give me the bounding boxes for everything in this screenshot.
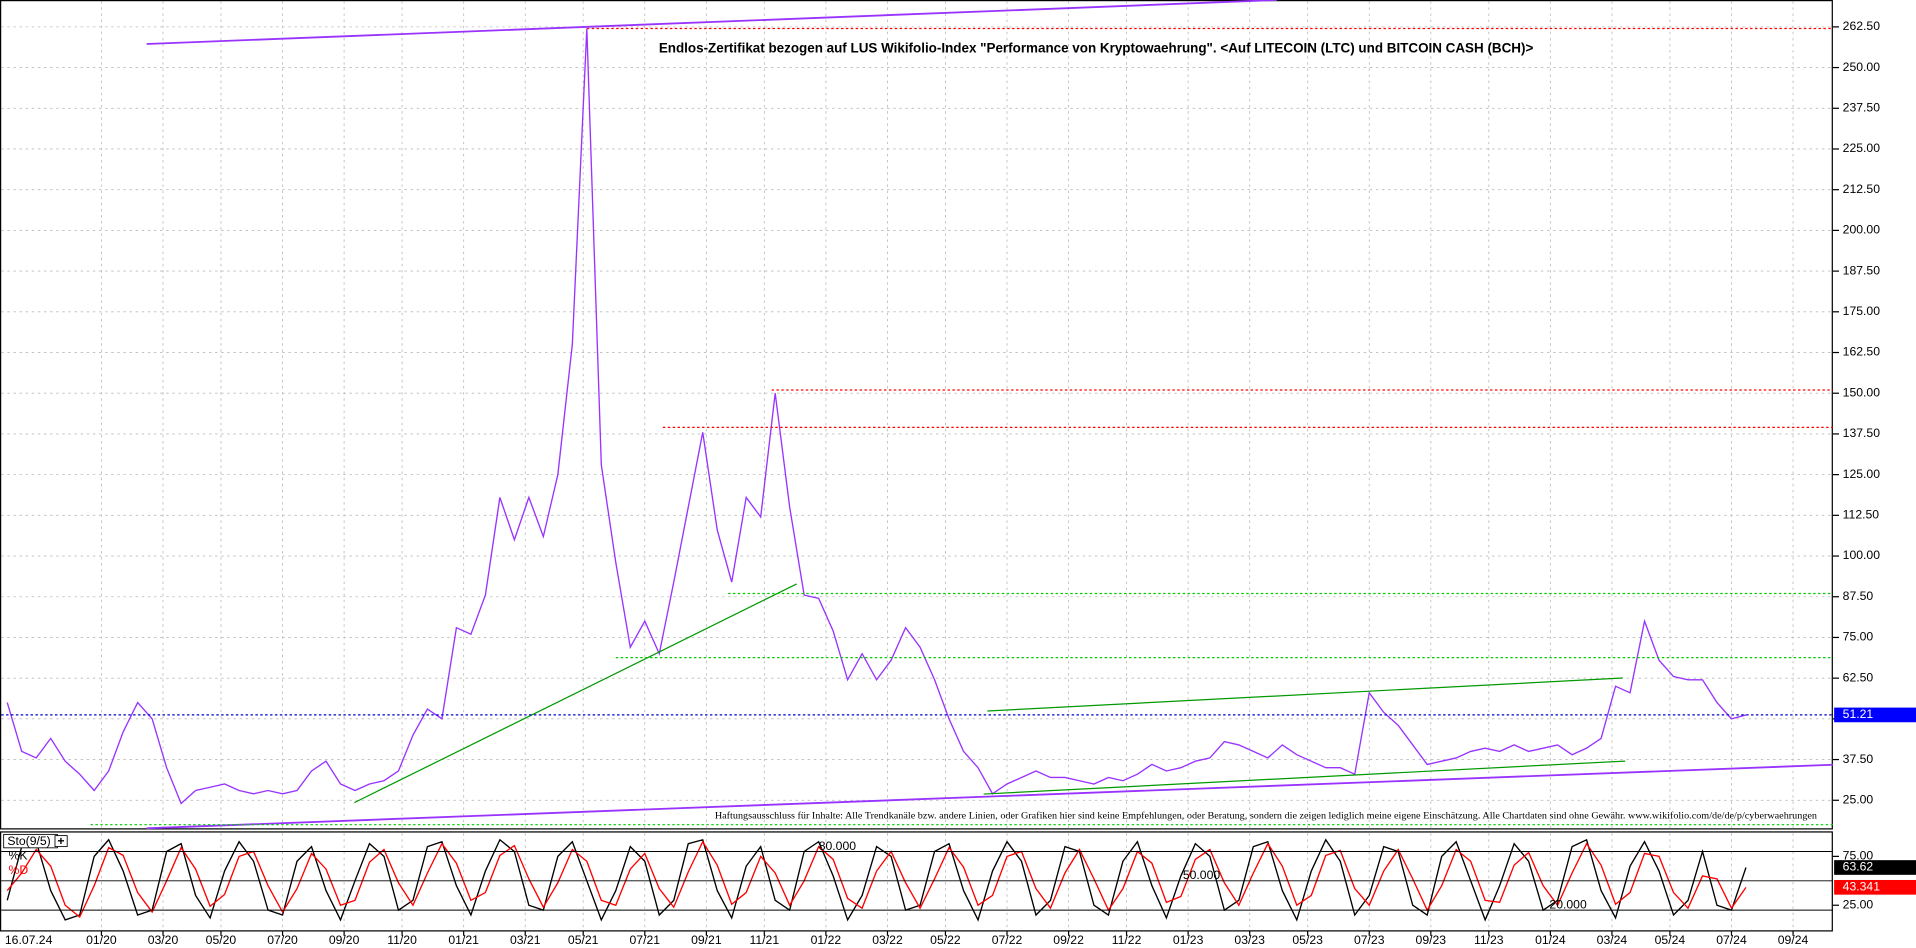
y-tick-label: 212.50 — [1843, 182, 1881, 196]
x-tick-label: 11/20 — [387, 933, 417, 947]
level-label: 20.000 — [1549, 897, 1587, 911]
y-tick-label: 225.00 — [1843, 141, 1881, 155]
x-tick-label: 05/22 — [930, 933, 961, 947]
grid — [1, 1, 1833, 930]
trend-line — [983, 760, 1626, 795]
x-tick-label: 11/22 — [1112, 933, 1142, 947]
data-line — [6, 28, 1747, 805]
y-tick-label: 75.00 — [1843, 849, 1874, 863]
y-tick-label: 112.50 — [1843, 508, 1880, 522]
last-value-label: 51.21 — [1843, 707, 1874, 721]
legend-entry: %K — [9, 849, 28, 863]
legend-entry: %D — [9, 863, 29, 877]
x-tick-label: 03/21 — [510, 933, 541, 947]
x-tick-label: 09/23 — [1416, 933, 1447, 947]
marks — [6, 28, 1747, 922]
y-tick-label: 100.00 — [1843, 548, 1881, 562]
x-tick-label: 03/24 — [1597, 933, 1628, 947]
trend-line — [146, 0, 1277, 45]
x-tick-label: 05/21 — [568, 933, 599, 947]
x-tick-label: 01/24 — [1535, 933, 1566, 947]
trend-line — [146, 763, 1833, 830]
y-tick-label: 25.00 — [1843, 792, 1874, 806]
y-tick-label: 137.50 — [1843, 426, 1881, 440]
x-tick-label: 03/20 — [148, 933, 179, 947]
chart-title: Endlos-Zertifikat bezogen auf LUS Wikifo… — [659, 40, 1534, 55]
trend-line — [987, 677, 1623, 712]
y-tick-label: 75.00 — [1843, 630, 1874, 644]
x-tick-label: 01/23 — [1173, 933, 1204, 947]
data-line — [6, 840, 1747, 919]
x-tick-label: 07/21 — [630, 933, 661, 947]
y-tick-label: 175.00 — [1843, 304, 1881, 318]
last-value-box — [1834, 707, 1916, 723]
x-tick-label: 09/24 — [1778, 933, 1809, 947]
y-tick-label: 237.50 — [1843, 100, 1881, 114]
last-value-box — [1834, 860, 1916, 875]
indicator-title: Sto(9/5) — [7, 834, 50, 848]
x-tick-label: 03/22 — [872, 933, 903, 947]
y-tick-label: 125.00 — [1843, 467, 1881, 481]
x-tick-label: 11/21 — [749, 933, 779, 947]
y-tick-label: 62.50 — [1843, 670, 1874, 684]
y-tick-label: 162.50 — [1843, 345, 1881, 359]
expand-icon[interactable]: + — [57, 834, 64, 848]
x-tick-label: 01/22 — [811, 933, 842, 947]
level-label: 50.000 — [1183, 868, 1221, 882]
x-tick-label: 07/23 — [1354, 933, 1385, 947]
x-tick-label: 01/21 — [448, 933, 479, 947]
x-tick-label: 05/20 — [206, 933, 237, 947]
x-tick-label: 07/22 — [992, 933, 1023, 947]
x-tick-label: 05/24 — [1655, 933, 1686, 947]
y-tick-label: 87.50 — [1843, 589, 1874, 603]
x-tick-label: 03/23 — [1234, 933, 1265, 947]
x-tick-label: 07/20 — [267, 933, 298, 947]
data-line — [6, 838, 1747, 922]
disclaimer: Haftungsausschluss für Inhalte: Alle Tre… — [715, 810, 1817, 821]
x-tick-label: 11/23 — [1474, 933, 1504, 947]
y-tick-label: 25.00 — [1843, 897, 1874, 911]
y-tick-label: 250.00 — [1843, 60, 1881, 74]
x-tick-label: 01/20 — [86, 933, 117, 947]
last-value-label: 63.62 — [1843, 860, 1874, 874]
x-tick-label: 07/24 — [1716, 933, 1747, 947]
y-tick-label: 150.00 — [1843, 385, 1881, 399]
last-value-box — [1834, 879, 1916, 895]
x-tick-label: 09/20 — [329, 933, 360, 947]
expand-button[interactable] — [54, 835, 68, 848]
last-value-label: 43.341 — [1843, 880, 1881, 894]
y-tick-label: 187.50 — [1843, 263, 1881, 277]
trend-line — [354, 583, 797, 804]
level-label: 80.000 — [819, 839, 857, 853]
y-tick-label: 200.00 — [1843, 223, 1881, 237]
y-tick-label: 37.50 — [1843, 752, 1874, 766]
x-tick-label: 05/23 — [1292, 933, 1323, 947]
x-tick-label: 09/21 — [691, 933, 722, 947]
y-tick-label: 262.50 — [1843, 19, 1881, 33]
chart-date: 16.07.24 — [5, 933, 53, 947]
x-tick-label: 09/22 — [1053, 933, 1084, 947]
main-panel-frame — [0, 0, 1833, 830]
stochastic-panel-frame — [0, 831, 1833, 932]
